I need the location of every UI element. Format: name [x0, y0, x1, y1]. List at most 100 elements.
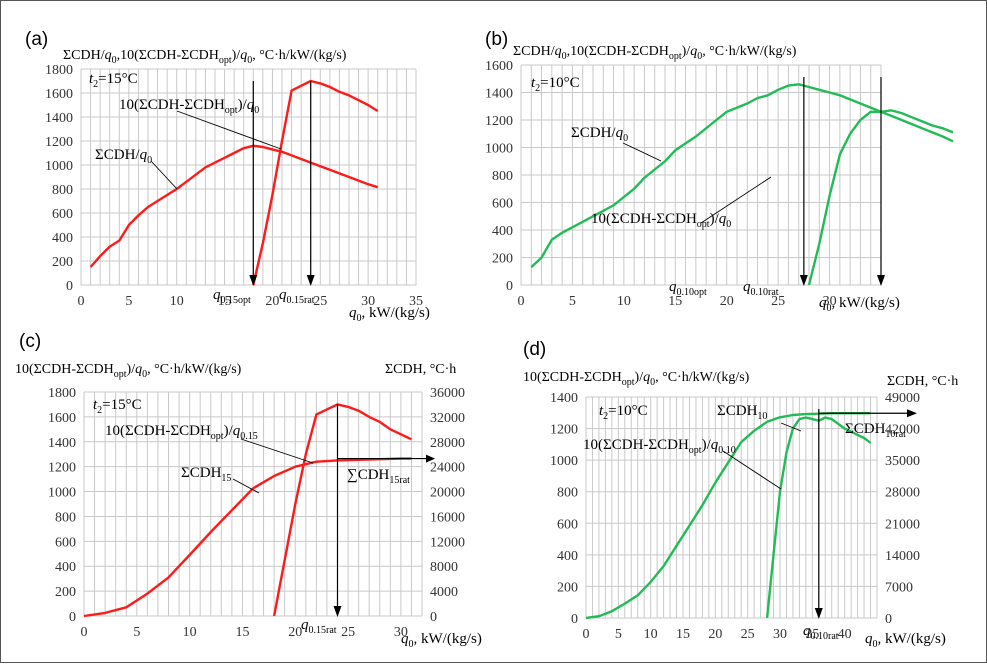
x-tick-label: 0: [81, 625, 88, 640]
y-tick-label: 400: [55, 560, 76, 575]
x-tick-label: 30: [361, 294, 375, 309]
panel-c-condition: t2=15°C: [93, 397, 142, 416]
x-tick-label: 20: [708, 627, 722, 642]
panel-b-label: (b): [485, 29, 508, 50]
y2-tick-label: 20000: [430, 486, 465, 501]
panel-a: (a) ΣCDH/q0,10(ΣCDH-ΣCDHopt)/q0, °C·h/kW…: [25, 29, 430, 324]
y-tick-label: 600: [52, 207, 73, 222]
arrow-head: [799, 275, 808, 286]
y-tick-label: 0: [66, 279, 73, 294]
panel-a-annotation-diff: 10(ΣCDH-ΣCDHopt)/q0: [119, 97, 259, 116]
y-tick-label: 1000: [48, 486, 76, 501]
x-tick-label: 5: [569, 294, 576, 309]
arrow-head: [306, 275, 315, 286]
panel-a-label: (a): [25, 29, 48, 50]
panel-d: (d) 10(ΣCDH-ΣCDHopt)/q0, °C·h/kW/(kg/s) …: [523, 339, 958, 650]
panel-b: (b) ΣCDH/q0,10(ΣCDH-ΣCDHopt)/q0, °C·h/kW…: [485, 29, 900, 314]
panel-c-annotation-qrat: q0.15rat: [301, 617, 337, 636]
y-tick-label: 200: [557, 580, 578, 595]
leader-line: [150, 160, 178, 190]
panel-a-condition: t2=15°C: [89, 71, 138, 90]
x-tick-label: 25: [341, 625, 355, 640]
x-tick-label: 15: [235, 625, 249, 640]
panel-a-title: ΣCDH/q0,10(ΣCDH-ΣCDHopt)/q0, °C·h/kW/(kg…: [63, 48, 347, 66]
y-tick-label: 600: [492, 197, 513, 212]
x-tick-label: 0: [518, 294, 525, 309]
x-tick-label: 30: [773, 627, 787, 642]
panel-c-annotation-cdh: ΣCDH15: [181, 465, 231, 484]
x-tick-label: 15: [676, 627, 690, 642]
panel-c-annotation-diff: 10(ΣCDH-ΣCDHopt)/q0.15: [105, 423, 258, 442]
y-tick-label: 1000: [550, 454, 578, 469]
y-tick-label: 1200: [550, 423, 578, 438]
x-tick-label: 30: [823, 294, 837, 309]
arrow-head: [333, 606, 342, 617]
y-tick-label: 1000: [485, 142, 513, 157]
x-tick-label: 10: [617, 294, 631, 309]
y2-tick-label: 28000: [430, 436, 465, 451]
x-tick-label: 20: [720, 294, 734, 309]
y2-tick-label: 49000: [885, 391, 920, 406]
leader-line: [780, 422, 802, 432]
series-line-0: [83, 457, 412, 618]
y2-tick-label: 21000: [885, 517, 920, 532]
panel-b-xlabel: q0, kW/(kg/s): [819, 295, 900, 314]
x-tick-label: 25: [313, 294, 327, 309]
y-tick-label: 1800: [48, 386, 76, 401]
x-tick-label: 25: [771, 294, 785, 309]
panel-c: (c) 10(ΣCDH-ΣCDHopt)/q0, °C·h/kW/(kg/s) …: [15, 331, 482, 650]
x-tick-label: 5: [125, 294, 132, 309]
y-tick-label: 0: [571, 612, 578, 627]
y-tick-label: 600: [55, 535, 76, 550]
y-tick-label: 1400: [45, 111, 73, 126]
panel-c-title: 10(ΣCDH-ΣCDHopt)/q0, °C·h/kW/(kg/s): [15, 362, 242, 380]
panel-d-title: 10(ΣCDH-ΣCDHopt)/q0, °C·h/kW/(kg/s): [523, 370, 750, 388]
y2-tick-label: 0: [885, 612, 892, 627]
y2-tick-label: 16000: [430, 510, 465, 525]
x-tick-label: 10: [644, 627, 658, 642]
panel-b-annotation-cdh: ΣCDH/q0: [571, 125, 628, 144]
y2-tick-label: 0: [430, 610, 437, 625]
y-tick-label: 1200: [485, 114, 513, 129]
series-line-0: [89, 144, 379, 268]
panel-d-label: (d): [523, 339, 546, 360]
panel-d-xlabel: q0, kW/(kg/s): [865, 631, 946, 650]
panel-c-ylabel2: ΣCDH, °C·h: [385, 362, 456, 377]
x-tick-label: 35: [805, 627, 819, 642]
leader-line: [722, 450, 782, 490]
panel-c-xlabel: q0, kW/(kg/s): [401, 631, 482, 650]
leader-line: [240, 438, 314, 464]
panel-a-annotation-qrat: q0.15rat: [279, 287, 315, 306]
panel-d-annotation-diff: 10(ΣCDH-ΣCDHopt)/q0.10: [583, 437, 736, 456]
x-tick-label: 30: [394, 625, 408, 640]
y2-tick-label: 7000: [885, 580, 913, 595]
series-line-1: [252, 79, 379, 286]
y2-tick-label: 4000: [430, 585, 458, 600]
leader-line: [176, 110, 282, 150]
y-tick-label: 1600: [48, 411, 76, 426]
series-line-1: [272, 403, 412, 617]
y2-tick-label: 8000: [430, 560, 458, 575]
x-tick-label: 5: [615, 627, 622, 642]
y-tick-label: 0: [506, 279, 513, 294]
panel-1-plot: 0 200 400 600 800 1000 1200 1400 1600 0 5 10 15 20 25 3…: [485, 59, 954, 309]
y2-tick-label: 42000: [885, 423, 920, 438]
x-tick-label: 10: [183, 625, 197, 640]
x-tick-label: 25: [741, 627, 755, 642]
panel-d-annotation-qrat: q0.10rat: [803, 623, 839, 642]
y2-tick-label: 32000: [430, 411, 465, 426]
y-tick-label: 1400: [48, 436, 76, 451]
x-tick-label: 20: [288, 625, 302, 640]
arrow-h-c-head: [426, 454, 435, 463]
y2-tick-label: 35000: [885, 454, 920, 469]
arrow-h-d-head: [907, 409, 917, 418]
panel-d-ylabel2: ΣCDH, °C·h: [887, 374, 958, 389]
y-tick-label: 1600: [45, 87, 73, 102]
y-tick-label: 400: [52, 231, 73, 246]
y-tick-label: 800: [52, 183, 73, 198]
x-tick-label: 15: [668, 294, 682, 309]
arrow-head: [814, 608, 823, 619]
